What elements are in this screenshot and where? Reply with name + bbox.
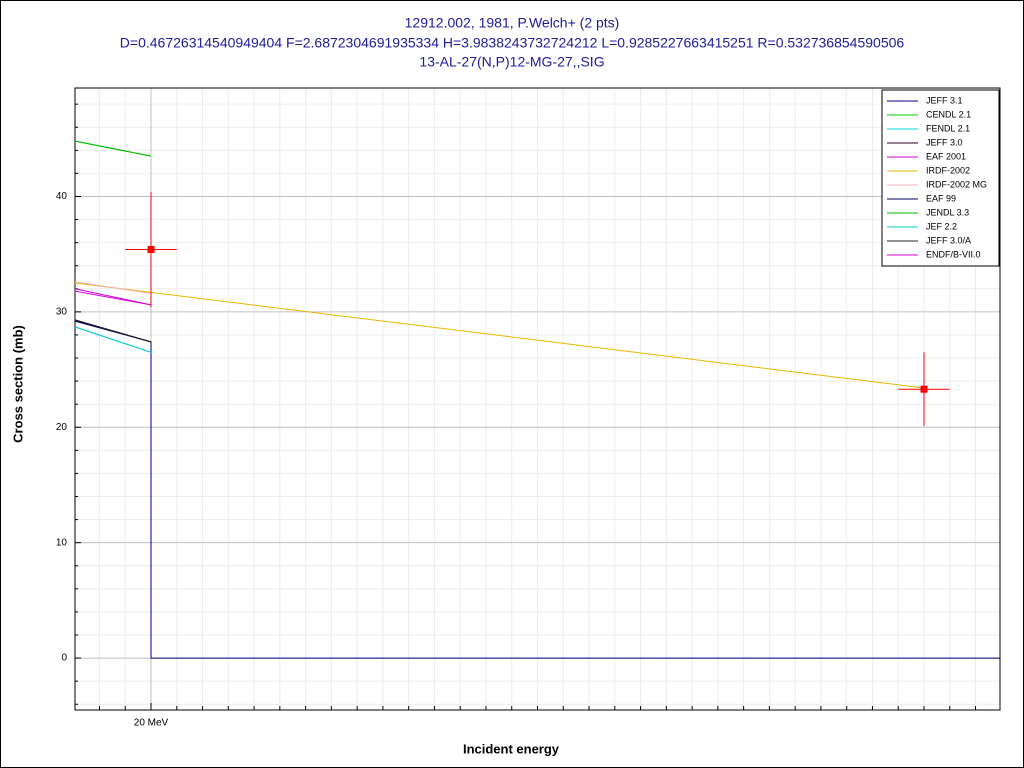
y-axis-label: Cross section (mb) (10, 325, 25, 443)
series-line (74, 281, 152, 294)
legend-label: JENDL 3.3 (926, 207, 969, 217)
y-tick-label: 30 (56, 307, 68, 318)
legend-label: EAF 2001 (926, 151, 966, 161)
legend-box (881, 89, 1000, 267)
legend-label: JEF 2.2 (926, 221, 957, 231)
plot-border (74, 87, 1001, 711)
series-line (74, 326, 152, 353)
series-line (74, 290, 152, 306)
x-axis-label: Incident energy (463, 741, 560, 756)
legend-label: JEFF 3.1 (926, 95, 963, 105)
legend-label: IRDF-2002 MG (926, 179, 987, 189)
legend-label: CENDL 2.1 (926, 109, 971, 119)
legend-label: JEFF 3.0/A (926, 235, 971, 245)
data-point (147, 246, 155, 254)
y-tick-label: 20 (56, 422, 68, 433)
data-point (920, 385, 928, 393)
legend-label: IRDF-2002 (926, 165, 970, 175)
series-line (74, 319, 152, 343)
legend-label: JEFF 3.0 (926, 137, 963, 147)
series-line (74, 140, 152, 157)
y-tick-label: 40 (56, 191, 68, 202)
chart-title: 12912.002, 1981, P.Welch+ (2 pts) (405, 15, 620, 31)
y-tick-label: 0 (61, 653, 67, 664)
legend-label: FENDL 2.1 (926, 123, 970, 133)
series-line (74, 282, 925, 389)
legend-label: EAF 99 (926, 193, 956, 203)
reaction: 13-AL-27(N,P)12-MG-27,,SIG (419, 54, 604, 70)
y-tick-label: 10 (56, 537, 68, 548)
x-tick-label: 20 MeV (134, 718, 169, 729)
legend-label: ENDF/B-VII.0 (926, 249, 981, 259)
chart-subtitle: D=0.46726314540949404 F=2.68723046919353… (120, 35, 905, 51)
